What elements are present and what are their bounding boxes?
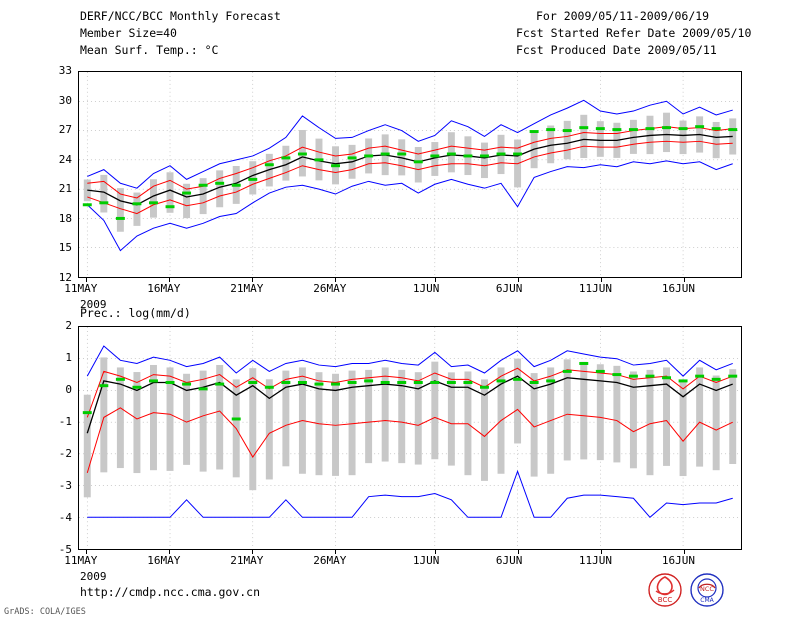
y-tick-label: 15: [58, 241, 72, 255]
y-tick-label: -5: [58, 543, 72, 556]
x-tick-mark: [434, 550, 436, 554]
chart-title: DERF/NCC/BCC Monthly Forecast: [80, 9, 281, 23]
svg-text:NCC: NCC: [700, 585, 714, 593]
y-tick-label: 0: [65, 383, 72, 396]
x-tick-mark: [169, 278, 171, 282]
y-tick-label: -1: [58, 415, 72, 428]
x-tick-mark: [517, 278, 519, 282]
x-tick-label: 26MAY: [313, 554, 347, 567]
x-tick-mark: [517, 550, 519, 554]
x-tick-mark: [335, 550, 337, 554]
temp-axis-title: Mean Surf. Temp.: °C: [80, 43, 219, 57]
x-tick-label: 16MAY: [147, 282, 181, 295]
y-tick-label: 18: [58, 211, 72, 225]
x-tick-mark: [252, 550, 254, 554]
x-tick-label: 6JUN: [495, 554, 523, 567]
y-tick-label: -2: [58, 447, 72, 460]
y-tick-label: 1: [65, 351, 72, 364]
prec-year-label: 2009: [80, 570, 107, 583]
x-tick-mark: [600, 278, 602, 282]
x-tick-label: 21MAY: [230, 554, 264, 567]
prec-axis-title: Prec.: log(mm/d): [80, 306, 191, 320]
grads-credit: GrADS: COLA/IGES: [4, 607, 86, 617]
x-tick-label: 16MAY: [147, 554, 181, 567]
x-tick-label: 1JUN: [412, 554, 440, 567]
temperature-plot-canvas: [79, 72, 741, 277]
y-tick-label: 27: [58, 123, 72, 137]
x-tick-mark: [683, 278, 685, 282]
x-tick-mark: [169, 550, 171, 554]
temperature-plot: [78, 71, 742, 278]
y-tick-label: 12: [58, 271, 72, 284]
x-tick-label: 21MAY: [230, 282, 264, 295]
temp-year-label: 2009: [80, 298, 107, 311]
y-tick-label: 2: [65, 319, 72, 332]
x-tick-label: 16JUN: [661, 554, 696, 567]
x-tick-label: 1JUN: [412, 282, 440, 295]
y-tick-label: -3: [58, 479, 72, 492]
x-tick-mark: [434, 278, 436, 282]
x-tick-mark: [252, 278, 254, 282]
x-tick-label: 11JUN: [578, 282, 613, 295]
svg-text:CMA: CMA: [700, 597, 714, 604]
precipitation-plot-canvas: [79, 327, 741, 549]
y-tick-label: 33: [58, 64, 72, 77]
x-tick-mark: [335, 278, 337, 282]
member-size-label: Member Size=40: [80, 26, 177, 40]
x-tick-label: 11MAY: [64, 554, 98, 567]
forecast-range-label: For 2009/05/11-2009/06/19: [536, 9, 710, 23]
precipitation-plot: [78, 326, 742, 550]
forecast-started-label: Fcst Started Refer Date 2009/05/10: [516, 26, 752, 40]
x-tick-label: 11MAY: [64, 282, 98, 295]
svg-text:BCC: BCC: [658, 596, 673, 604]
source-url[interactable]: http://cmdp.ncc.cma.gov.cn: [80, 585, 261, 599]
x-tick-mark: [600, 550, 602, 554]
bcc-logo-icon: BCC: [648, 573, 682, 607]
x-tick-mark: [86, 278, 88, 282]
forecast-produced-label: Fcst Produced Date 2009/05/11: [516, 43, 717, 57]
x-tick-label: 11JUN: [578, 554, 613, 567]
x-tick-label: 26MAY: [313, 282, 347, 295]
x-tick-label: 6JUN: [495, 282, 523, 295]
ncc-logo-icon: NCC CMA: [690, 573, 724, 607]
x-tick-mark: [683, 550, 685, 554]
y-tick-label: 21: [58, 182, 72, 196]
x-tick-mark: [86, 550, 88, 554]
x-tick-label: 16JUN: [661, 282, 696, 295]
y-tick-label: 30: [58, 93, 72, 107]
y-tick-label: -4: [58, 511, 72, 524]
y-tick-label: 24: [58, 152, 72, 166]
